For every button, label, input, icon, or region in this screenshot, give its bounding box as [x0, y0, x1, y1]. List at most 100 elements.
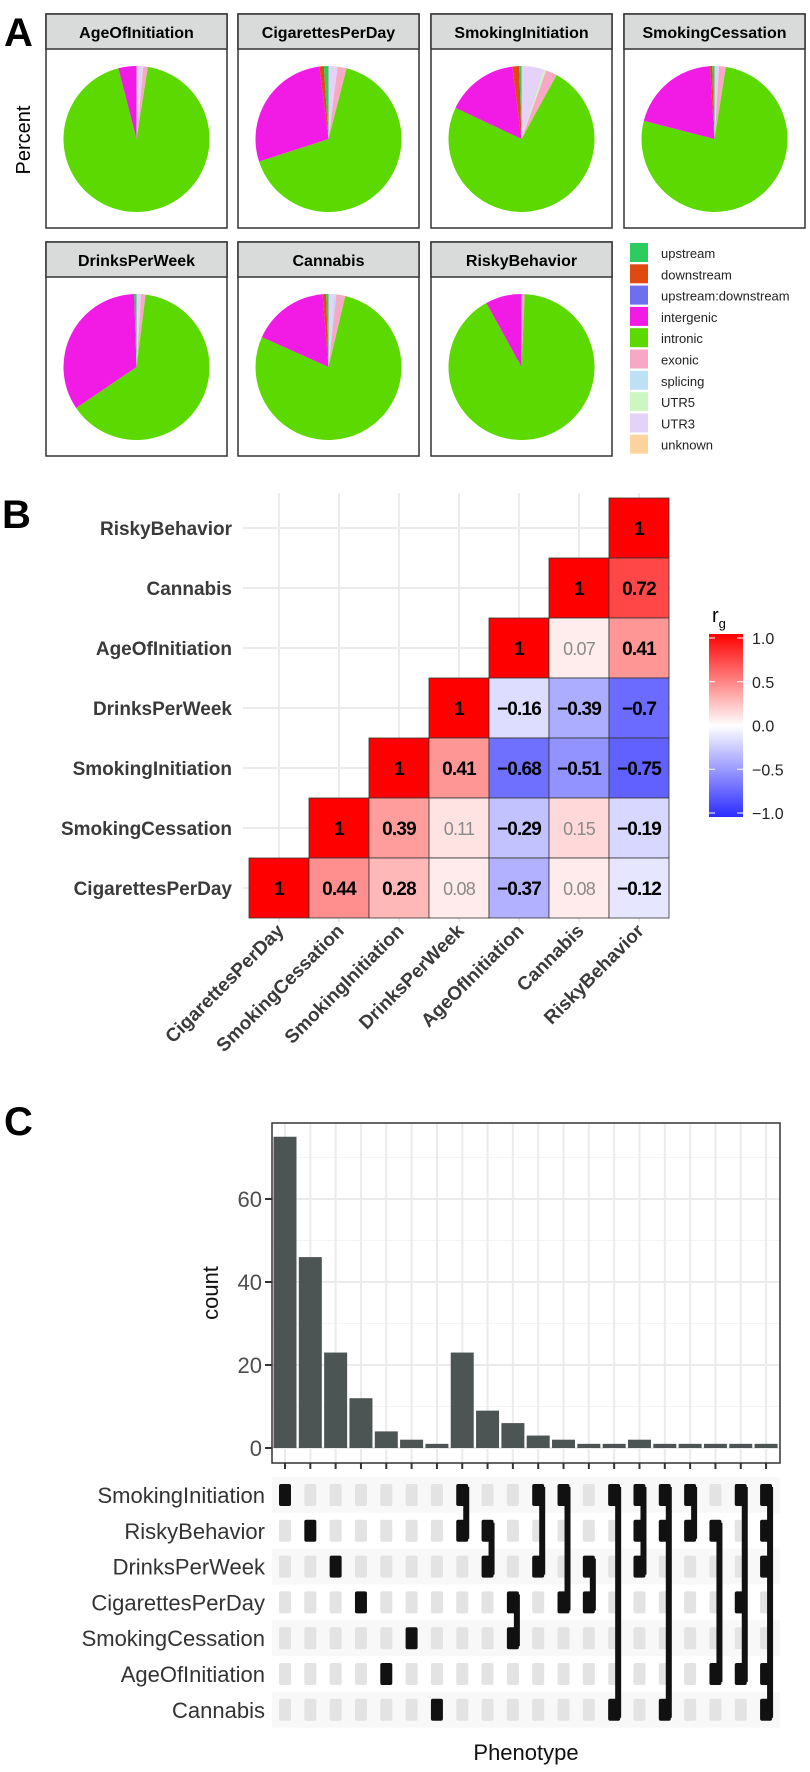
pie-slice-intergenic: [455, 66, 522, 139]
bar: [476, 1410, 500, 1448]
cell-value: −0.19: [617, 819, 661, 840]
legend-key-downstream: [630, 264, 648, 284]
matrix-dot-empty: [380, 1591, 393, 1614]
matrix-dot-filled: [329, 1555, 342, 1578]
bar: [577, 1443, 601, 1448]
heatmap-cell: [488, 617, 550, 679]
legend-tick-label: −1.0: [752, 806, 784, 823]
cell-value: 0.11: [444, 819, 475, 839]
matrix-dot-empty: [684, 1591, 697, 1614]
matrix-dot-empty: [329, 1663, 342, 1685]
pie-slice-intergenic: [486, 294, 522, 367]
matrix-dot-empty: [532, 1698, 545, 1721]
plot-frame: [271, 1122, 781, 1464]
bar: [627, 1439, 651, 1448]
pie-slice-UTR3: [136, 294, 142, 367]
heatmap-cell: [548, 617, 610, 679]
cell-value: −0.16: [497, 699, 541, 720]
pie-slice-UTR3: [521, 66, 545, 139]
matrix-dot-empty: [557, 1698, 570, 1721]
legend-label: intronic: [661, 331, 703, 346]
bar: [653, 1443, 677, 1448]
cell-value: 1: [274, 879, 285, 900]
facet-strip: [430, 241, 613, 278]
facet-strip: [45, 13, 228, 50]
matrix-dot-filled: [380, 1663, 393, 1685]
facet-strip: [623, 13, 806, 50]
bar: [374, 1431, 398, 1448]
matrix-dot-empty: [380, 1698, 393, 1721]
cell-value: 0.39: [382, 819, 416, 840]
matrix-dot-empty: [354, 1484, 367, 1506]
facet-strip: [237, 241, 420, 278]
matrix-dot-empty: [354, 1627, 367, 1650]
pie-slice-upstream: [326, 294, 329, 367]
panel-label-a: A: [4, 11, 33, 55]
matrix-dot-empty: [557, 1663, 570, 1685]
cell-value: −0.12: [617, 879, 661, 900]
pie-slice-exonic: [136, 294, 146, 367]
pie-slice-UTR5: [521, 69, 547, 139]
matrix-dot-empty: [506, 1698, 519, 1721]
pie-slice-intronic: [448, 294, 595, 440]
cell-value: −0.68: [497, 759, 541, 780]
col-label: AgeOfInitiation: [417, 921, 528, 1032]
row-label: SmokingInitiation: [73, 759, 232, 780]
matrix-dot-empty: [481, 1591, 494, 1614]
matrix-dot-empty: [430, 1591, 443, 1614]
row-label: AgeOfInitiation: [96, 639, 232, 660]
matrix-dot-empty: [304, 1591, 317, 1614]
row-label: RiskyBehavior: [100, 519, 233, 540]
pie-slice-intergenic: [118, 66, 137, 139]
legend-key-upstream: [630, 243, 648, 262]
cell-value: 0.72: [622, 579, 656, 600]
matrix-dot-filled: [279, 1484, 291, 1506]
upset-ylabel: count: [198, 1266, 223, 1320]
heatmap-cell: [428, 737, 490, 799]
matrix-dot-empty: [506, 1484, 519, 1506]
matrix-dot-empty: [329, 1591, 342, 1614]
legend-tick-label: 0.5: [752, 675, 774, 692]
pie-ylabel: Percent: [13, 105, 35, 174]
cell-value: −0.37: [497, 879, 541, 900]
matrix-connector: [716, 1522, 723, 1682]
heatmap-cell: [548, 857, 610, 919]
matrix-connector: [488, 1522, 495, 1575]
matrix-dot-empty: [633, 1663, 646, 1685]
matrix-dot-empty: [405, 1591, 418, 1614]
matrix-connector: [463, 1487, 470, 1539]
legend-title-sub: g: [719, 616, 726, 631]
row-label: CigarettesPerDay: [74, 879, 233, 900]
pie-slice-downstream: [319, 66, 329, 139]
matrix-dot-empty: [456, 1555, 469, 1578]
col-label: DrinksPerWeek: [355, 920, 468, 1033]
set-label: RiskyBehavior: [124, 1519, 265, 1544]
heatmap-cell: [548, 557, 610, 619]
pie-slice-intronic: [255, 295, 402, 440]
panel-label-b: B: [2, 493, 31, 537]
facet-title: SmokingCessation: [642, 25, 786, 42]
pie-slice-exonic: [328, 66, 347, 139]
bar: [552, 1439, 576, 1448]
matrix-dot-empty: [532, 1663, 545, 1685]
bar: [324, 1352, 348, 1448]
heatmap-cell: [428, 857, 490, 919]
matrix-dot-filled: [430, 1698, 443, 1721]
matrix-dot-empty: [279, 1698, 291, 1721]
cell-value: −0.51: [557, 759, 602, 780]
pie-slice-intronic: [76, 294, 210, 441]
pie-slice-upstream: [712, 66, 715, 139]
legend-key-intergenic: [630, 306, 648, 326]
matrix-dot-empty: [405, 1484, 418, 1506]
matrix-dot-empty: [329, 1627, 342, 1650]
matrix-dot-empty: [684, 1698, 697, 1721]
legend-title-main: r: [712, 605, 719, 627]
matrix-dot-empty: [582, 1663, 595, 1685]
cell-value: 1: [394, 759, 405, 780]
cell-value: 1: [454, 699, 465, 720]
legend-tick-label: −0.5: [752, 762, 784, 779]
bar: [425, 1443, 449, 1448]
matrix-dot-empty: [582, 1484, 595, 1506]
y-tick-label: 0: [250, 1436, 262, 1461]
legend-label: exonic: [661, 353, 699, 368]
